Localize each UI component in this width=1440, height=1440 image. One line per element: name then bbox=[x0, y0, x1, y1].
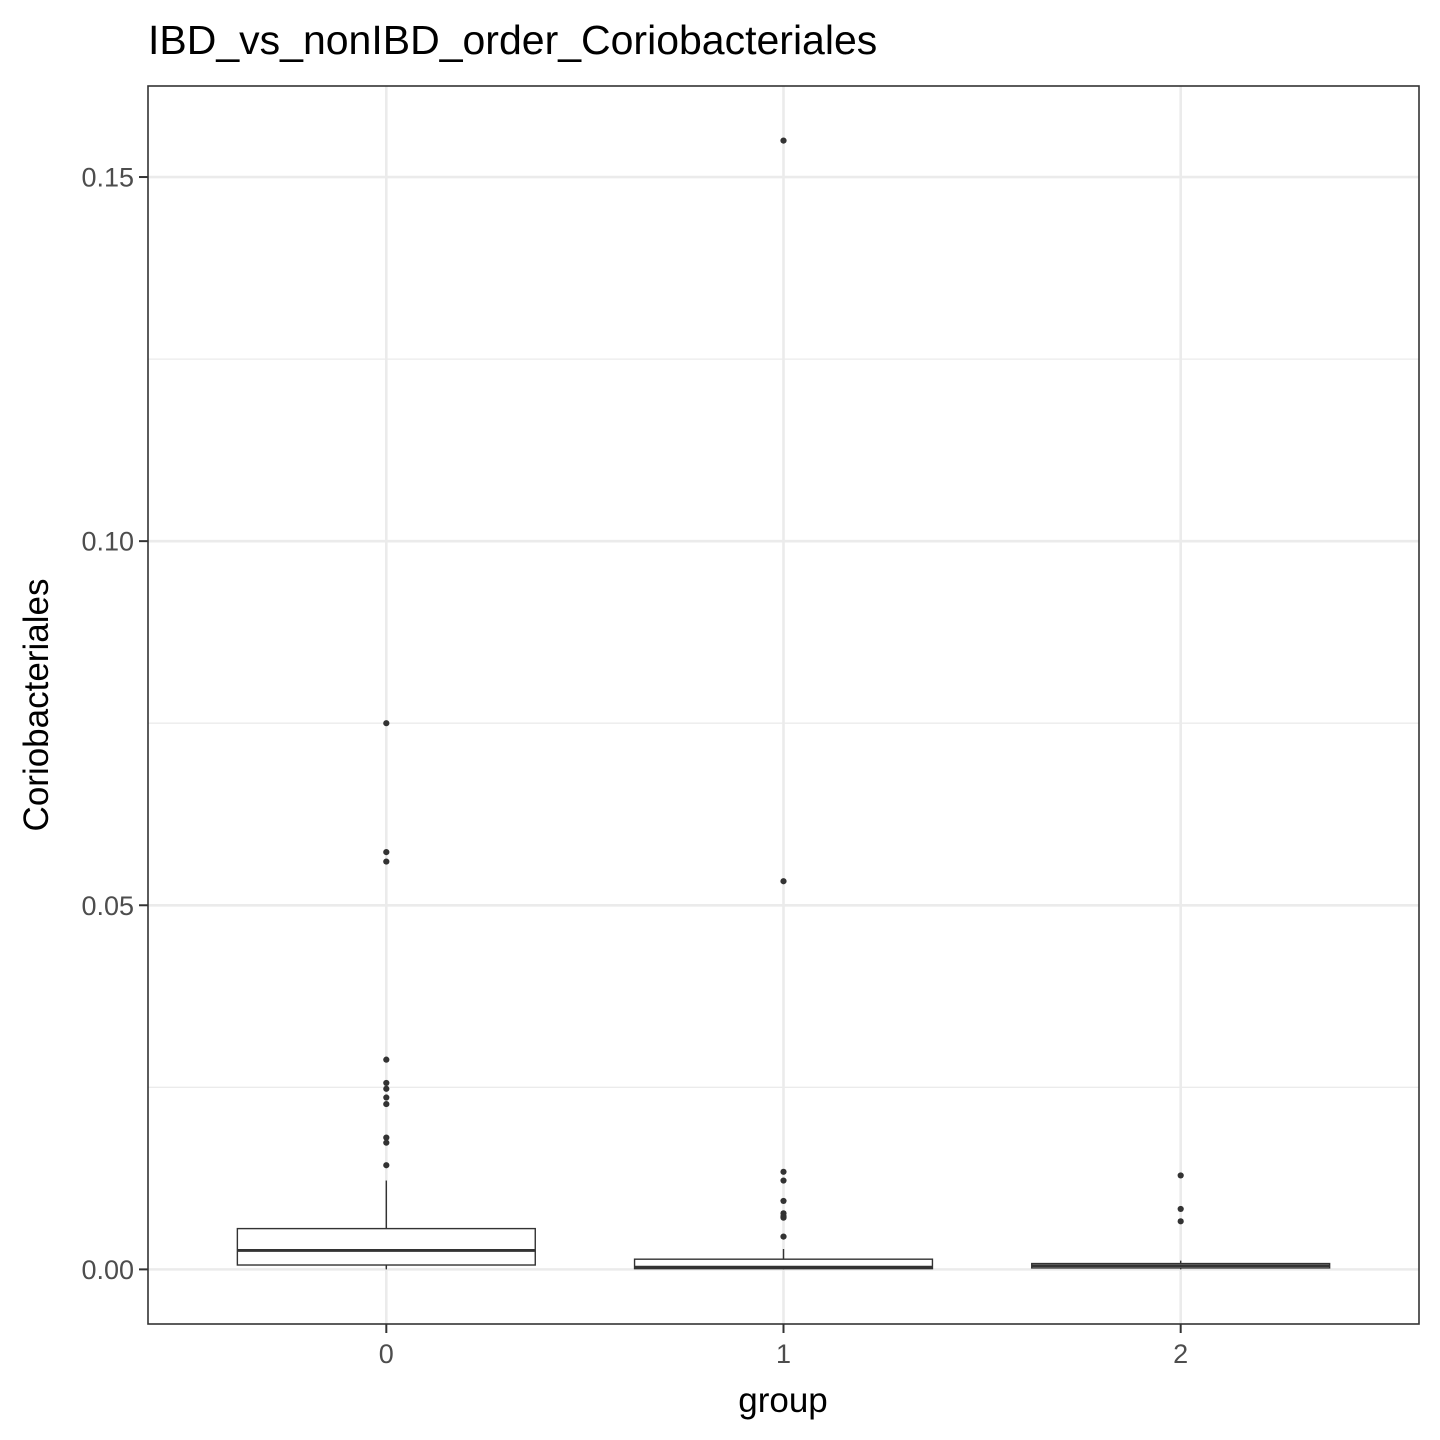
outlier-point bbox=[383, 1079, 390, 1087]
outlier-point bbox=[1177, 1172, 1184, 1179]
y-tick-label: 0.10 bbox=[81, 527, 134, 557]
outlier-point bbox=[383, 1094, 390, 1101]
y-tick-label: 0.15 bbox=[81, 163, 134, 193]
x-tick-label: 1 bbox=[776, 1339, 791, 1369]
outlier-point bbox=[780, 1233, 787, 1240]
outlier-point bbox=[780, 1177, 787, 1184]
outlier-point bbox=[383, 720, 390, 727]
outlier-point bbox=[780, 1197, 787, 1205]
outlier-point bbox=[1177, 1218, 1184, 1225]
grid-lines bbox=[148, 86, 1419, 1324]
outlier-point bbox=[383, 849, 390, 856]
outlier-point bbox=[780, 137, 787, 144]
axes: 0.00 0.05 0.10 0.15 0 1 2 bbox=[81, 163, 1188, 1369]
x-tick-label: 0 bbox=[379, 1339, 394, 1369]
box-iqr bbox=[236, 1227, 536, 1266]
outlier-point bbox=[383, 1056, 390, 1063]
y-tick-label: 0.05 bbox=[81, 891, 134, 921]
outlier-point bbox=[383, 1085, 390, 1092]
outlier-point bbox=[1177, 1205, 1184, 1213]
x-axis-title: group bbox=[738, 1381, 828, 1420]
outlier-point bbox=[383, 858, 390, 865]
outlier-point bbox=[383, 1134, 390, 1141]
box-iqr bbox=[633, 1258, 934, 1270]
y-tick-label: 0.00 bbox=[81, 1255, 134, 1285]
outlier-point bbox=[780, 1168, 787, 1175]
box-layer bbox=[236, 137, 1331, 1270]
outlier-point bbox=[780, 878, 787, 885]
outlier-point bbox=[383, 1139, 390, 1146]
outlier-point bbox=[780, 1214, 787, 1221]
chart-title: IBD_vs_nonIBD_order_Coriobacteriales bbox=[148, 17, 877, 63]
y-axis-title: Coriobacteriales bbox=[17, 579, 56, 832]
x-tick-label: 2 bbox=[1173, 1339, 1188, 1369]
outlier-point bbox=[383, 1162, 390, 1169]
outlier-point bbox=[383, 1100, 390, 1108]
